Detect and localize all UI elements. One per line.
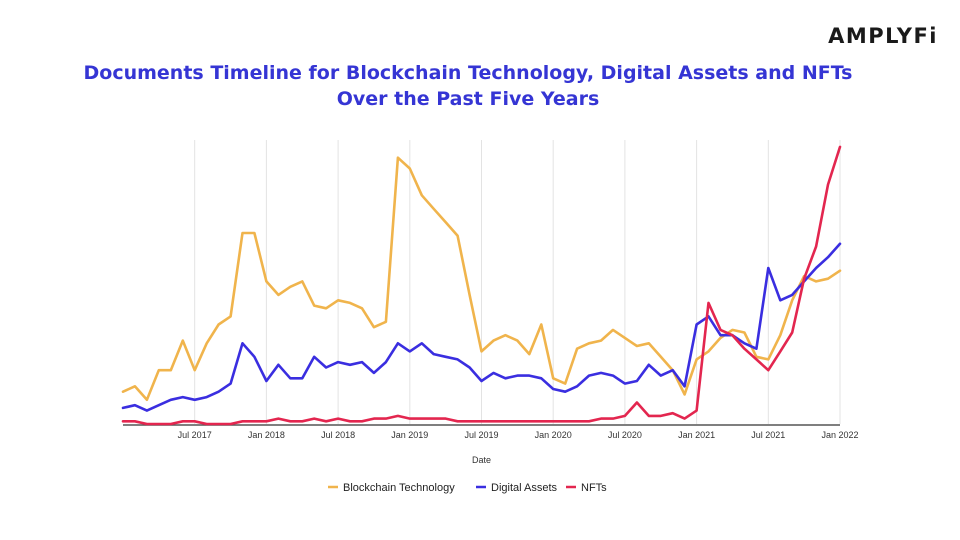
legend-label: Digital Assets xyxy=(491,482,558,494)
grid-lines xyxy=(194,140,841,424)
x-tick-label: Jul 2020 xyxy=(608,430,642,440)
chart-title-block: Documents Timeline for Blockchain Techno… xyxy=(0,60,936,112)
chart-subtitle: Over the Past Five Years xyxy=(336,88,600,110)
legend-label: Blockchain Technology xyxy=(343,482,455,494)
x-tick-label: Jan 2021 xyxy=(678,430,715,440)
x-tick-label: Jan 2018 xyxy=(248,430,285,440)
x-tick-label: Jan 2022 xyxy=(821,430,858,440)
x-tick-label: Jan 2019 xyxy=(391,430,428,440)
x-tick-label: Jul 2018 xyxy=(321,430,355,440)
x-tick-label: Jul 2021 xyxy=(751,430,785,440)
x-tick-label: Jul 2019 xyxy=(464,430,498,440)
x-tick-label: Jul 2017 xyxy=(178,430,212,440)
legend-label: NFTs xyxy=(581,482,607,494)
x-axis-title: Date xyxy=(472,455,491,465)
x-tick-label: Jan 2020 xyxy=(535,430,572,440)
series-line-blockchain-technology xyxy=(121,156,842,402)
series-line-digital-assets xyxy=(121,242,842,412)
amplyfi-logo: AMPLYFi xyxy=(828,24,938,48)
series-lines xyxy=(121,145,842,426)
x-tick-labels: Jul 2017 Jan 2018 Jul 2018 Jan 2019 Jul 2019… xyxy=(178,430,859,440)
legend: Blockchain Technology Digital Assets NFTs xyxy=(328,482,607,494)
chart-title: Documents Timeline for Blockchain Techno… xyxy=(83,62,853,84)
series-line-nfts xyxy=(121,145,842,426)
